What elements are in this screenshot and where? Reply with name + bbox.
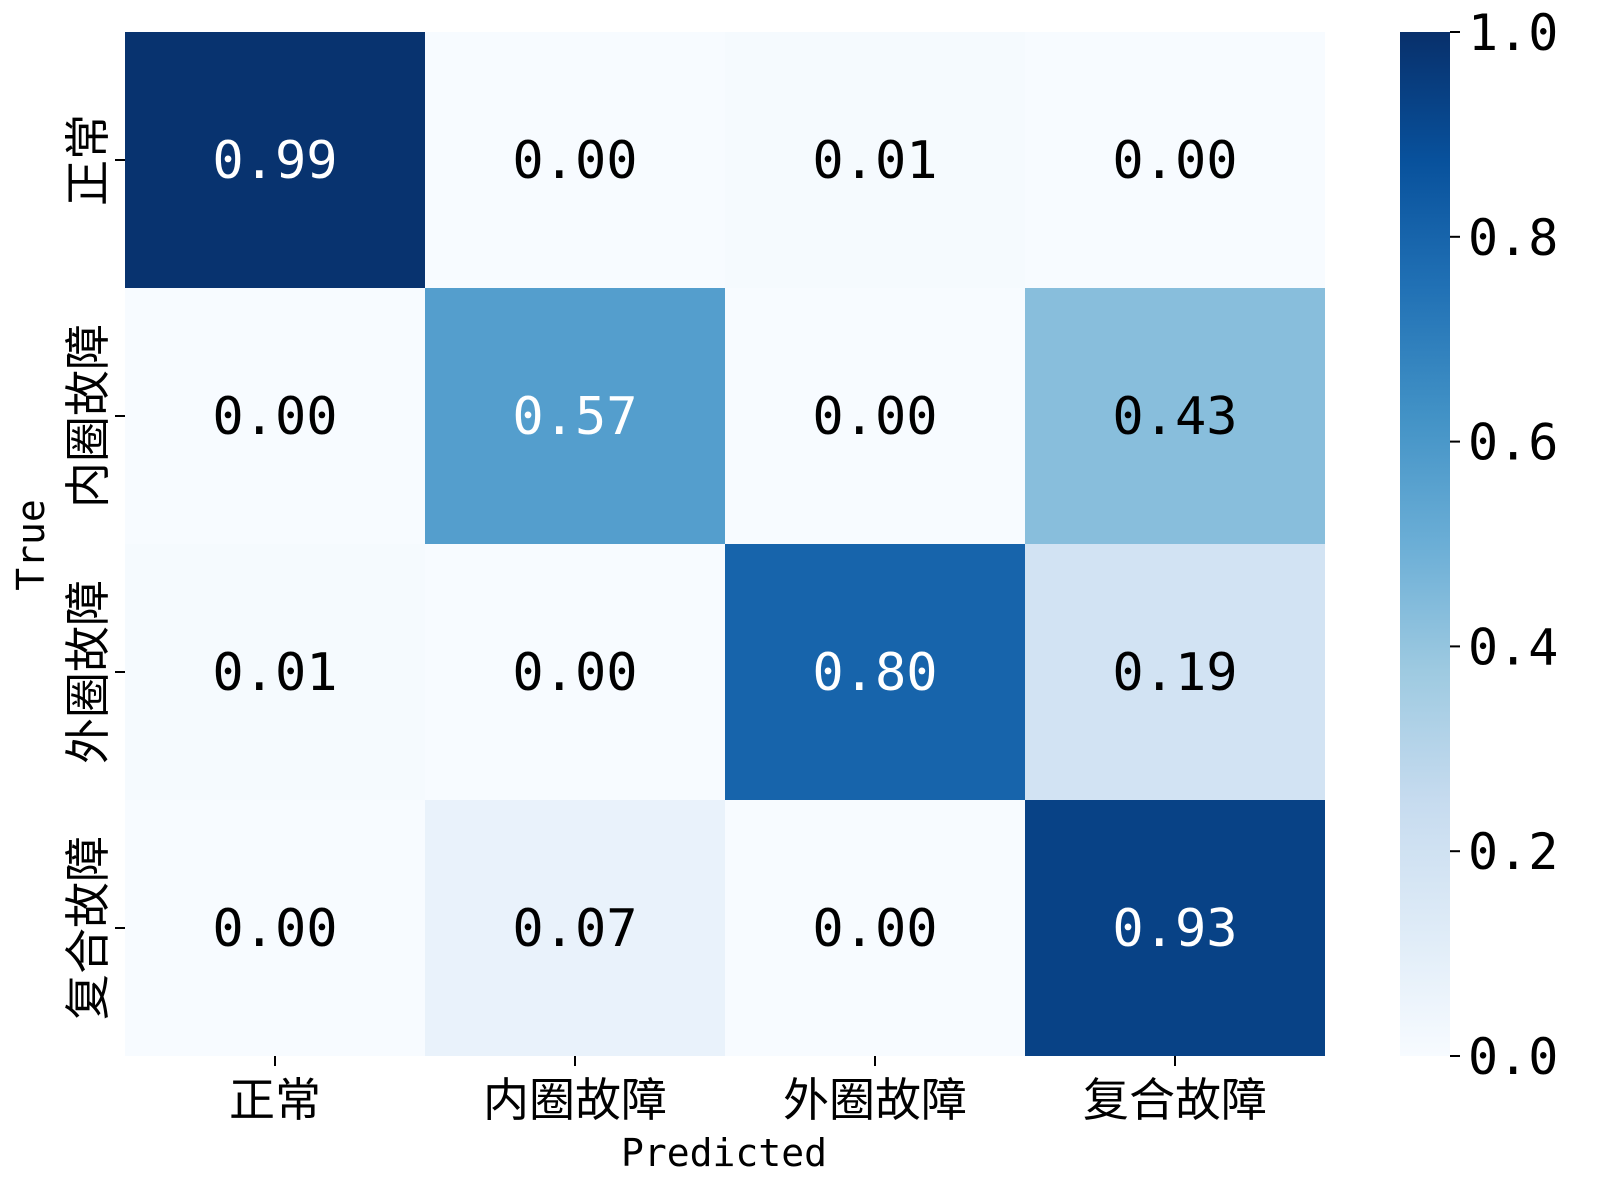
cell-label-r1-c1: 0.57 [512,387,637,447]
cell-r0-c0 [125,32,425,288]
cell-r0-c1 [425,32,725,288]
y-axis-label: True [9,499,53,591]
cell-label-r2-c3: 0.19 [1112,643,1237,703]
cell-label-r0-c3: 0.00 [1112,131,1237,191]
colorbar-ticks: 0.0 0.2 0.4 0.6 0.8 1.0 [1450,4,1558,1086]
y-tick-label-3: 复合故障 [61,836,115,1020]
cell-label-r0-c2: 0.01 [812,131,937,191]
cell-r0-c3 [1025,32,1325,288]
cell-r2-c0 [125,544,425,800]
cell-label-r2-c1: 0.00 [512,643,637,703]
cell-label-r3-c0: 0.00 [212,899,337,959]
x-axis-ticks: 正常 内圈故障 外圈故障 复合故障 [229,1056,1267,1127]
cell-r3-c3 [1025,800,1325,1056]
heatmap-cells [125,32,1325,1056]
colorbar-tick-label-0: 0.0 [1468,1028,1558,1086]
cell-label-r0-c0: 0.99 [212,131,337,191]
cell-r2-c3 [1025,544,1325,800]
cell-label-r3-c1: 0.07 [512,899,637,959]
cell-label-r2-c0: 0.01 [212,643,337,703]
cell-r1-c3 [1025,288,1325,544]
cell-r3-c0 [125,800,425,1056]
cell-r1-c2 [725,288,1025,544]
cell-label-r1-c2: 0.00 [812,387,937,447]
colorbar-tick-label-3: 0.6 [1468,414,1558,472]
cell-r2-c1 [425,544,725,800]
y-tick-label-0: 正常 [61,114,115,206]
x-tick-label-1: 内圈故障 [483,1073,667,1127]
x-tick-label-3: 复合故障 [1083,1073,1267,1127]
colorbar-gradient [1400,32,1450,1056]
colorbar-tick-label-1: 0.2 [1468,823,1558,881]
cell-label-r1-c3: 0.43 [1112,387,1237,447]
colorbar: 0.0 0.2 0.4 0.6 0.8 1.0 [1400,4,1558,1086]
x-tick-label-2: 外圈故障 [783,1073,967,1127]
y-tick-label-1: 内圈故障 [61,324,115,508]
x-axis-label: Predicted [621,1131,827,1175]
cell-r1-c1 [425,288,725,544]
cell-label-r1-c0: 0.00 [212,387,337,447]
cell-r3-c1 [425,800,725,1056]
cell-r2-c2 [725,544,1025,800]
colorbar-tick-label-5: 1.0 [1468,4,1558,62]
colorbar-tick-label-2: 0.4 [1468,618,1558,676]
colorbar-tick-label-4: 0.8 [1468,209,1558,267]
cell-label-r3-c2: 0.00 [812,899,937,959]
cell-r0-c2 [725,32,1025,288]
y-tick-label-2: 外圈故障 [61,580,115,764]
cell-r3-c2 [725,800,1025,1056]
cell-label-r2-c2: 0.80 [812,643,937,703]
cell-label-r0-c1: 0.00 [512,131,637,191]
cell-label-r3-c3: 0.93 [1112,899,1237,959]
heatmap-cell-labels: 0.99 0.00 0.01 0.00 0.00 0.57 0.00 0.43 0.01 0.00… [212,131,1237,959]
x-tick-label-0: 正常 [229,1073,321,1127]
cell-r1-c0 [125,288,425,544]
